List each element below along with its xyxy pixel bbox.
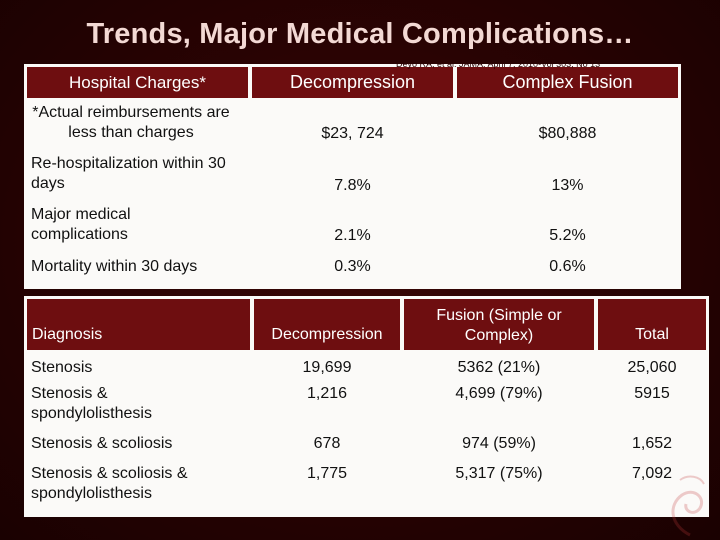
outcomes-row-fusion: $80,888: [538, 125, 597, 142]
decorative-swirl-icon: [671, 475, 705, 537]
diagnosis-row-decompression: 1,216: [306, 385, 348, 402]
diagnosis-row-fusion: 974 (59%): [462, 435, 536, 452]
diagnosis-header-diagnosis: Diagnosis: [27, 299, 250, 350]
outcomes-row-fusion: 13%: [551, 177, 584, 194]
diagnosis-row-total: 1,652: [631, 435, 673, 452]
outcomes-header-decompression: Decompression: [252, 67, 453, 98]
outcomes-row-label: Major medical complications: [31, 206, 131, 243]
diagnosis-row-fusion: 5362 (21%): [457, 359, 541, 376]
outcomes-header-fusion: Complex Fusion: [457, 67, 678, 98]
diagnosis-row-decompression: 678: [313, 435, 341, 452]
diagnosis-header-decompression-label: Decompression: [271, 326, 383, 343]
diagnosis-row-total: 25,060: [627, 359, 677, 376]
diagnosis-row-decompression: 19,699: [302, 359, 352, 376]
diagnosis-row-fusion: 4,699 (79%): [455, 385, 543, 402]
diagnosis-row-label: Stenosis & scoliosis: [31, 435, 173, 452]
diagnosis-header-decompression: Decompression: [254, 299, 400, 350]
diagnosis-header-fusion: Fusion (Simple or Complex): [404, 299, 594, 350]
diagnosis-header-total: Total: [598, 299, 706, 350]
citation-text: Deyo RA, et al. JAMA. April 7, 2010-Vol …: [396, 60, 601, 69]
diagnosis-header-fusion-label: Fusion (Simple or Complex): [436, 307, 562, 344]
diagnosis-row-decompression: 1,775: [306, 465, 348, 482]
outcomes-table: Hospital Charges* Decompression Complex …: [24, 64, 681, 289]
outcomes-row-label: Mortality within 30 days: [31, 258, 198, 275]
diagnosis-row-fusion: 5,317 (75%): [455, 465, 543, 482]
diagnosis-header-total-label: Total: [635, 326, 669, 343]
outcomes-row-decompression: $23, 724: [321, 125, 384, 142]
diagnosis-row-total: 7,092: [631, 465, 673, 482]
slide-title: Trends, Major Medical Complications…: [86, 18, 634, 50]
diagnosis-row-label: Stenosis & scoliosis & spondylolisthesis: [31, 465, 188, 502]
outcomes-row-decompression: 0.3%: [334, 258, 371, 275]
diagnosis-table: Diagnosis Decompression Fusion (Simple o…: [24, 296, 709, 517]
diagnosis-row-label: Stenosis: [31, 359, 93, 376]
outcomes-row-label: *Actual reimbursements are less than cha…: [32, 104, 230, 141]
outcomes-row-fusion: 5.2%: [549, 227, 586, 244]
outcomes-row-decompression: 2.1%: [334, 227, 371, 244]
outcomes-header-label: Hospital Charges*: [27, 67, 248, 98]
outcomes-row-label: Re-hospitalization within 30 days: [31, 155, 226, 192]
diagnosis-row-label: Stenosis & spondylolisthesis: [31, 385, 152, 422]
diagnosis-header-diagnosis-label: Diagnosis: [32, 326, 103, 343]
outcomes-row-fusion: 0.6%: [549, 258, 586, 275]
diagnosis-row-total: 5915: [634, 385, 670, 402]
outcomes-row-decompression: 7.8%: [334, 177, 371, 194]
